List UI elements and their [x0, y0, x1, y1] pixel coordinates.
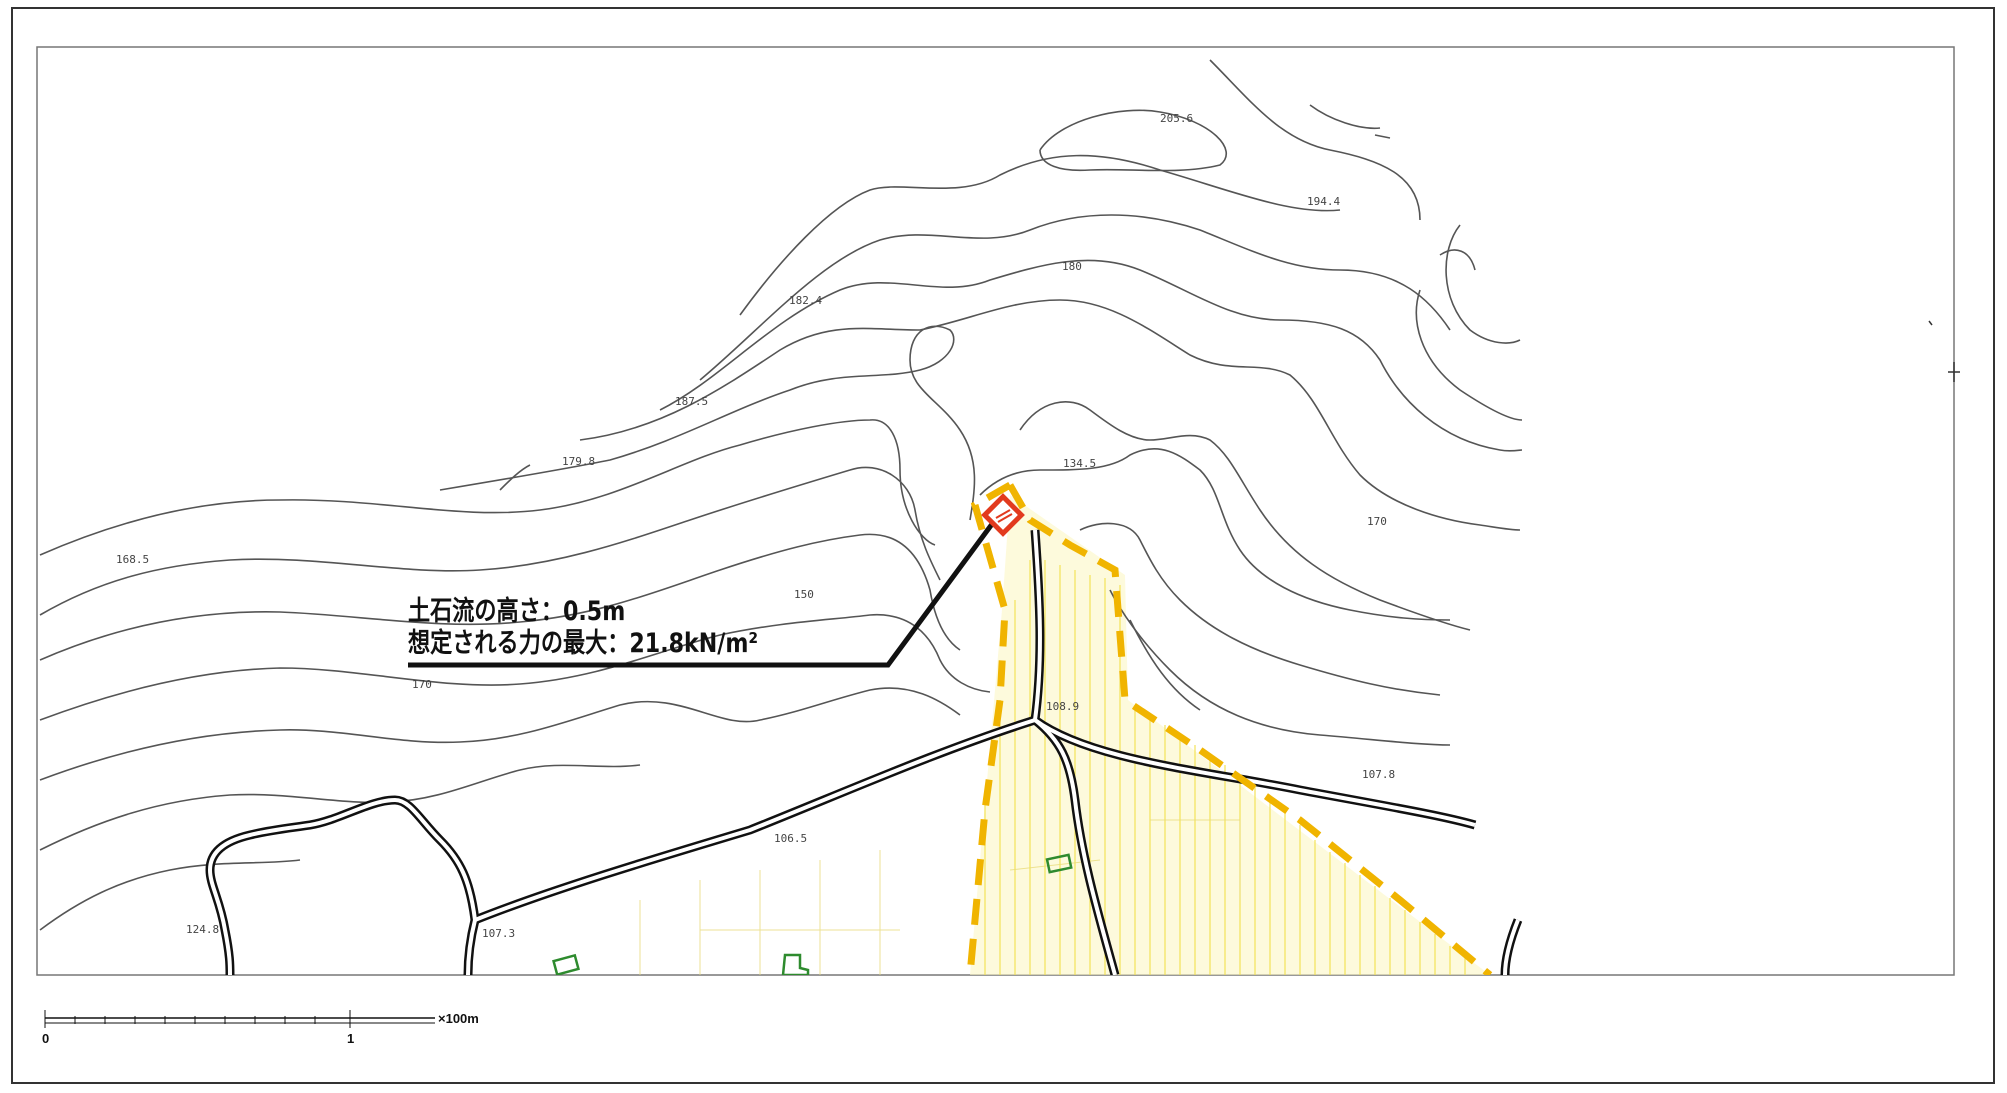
scale-bar: 0 1 ×100m	[42, 1010, 479, 1046]
elevation-label: 205.6	[1160, 112, 1193, 125]
contour-lines	[39, 59, 1523, 931]
building	[781, 953, 810, 975]
building	[552, 953, 580, 975]
scale-bar-start: 0	[42, 1031, 49, 1046]
elevation-label: 150	[794, 588, 814, 601]
elevation-label: 107.3	[482, 927, 515, 940]
elevation-label: 134.5	[1063, 457, 1096, 470]
scale-bar-mid: 1	[347, 1031, 354, 1046]
elevation-label: 194.4	[1307, 195, 1340, 208]
elevation-label: 106.5	[774, 832, 807, 845]
page-border	[11, 7, 1995, 1084]
scale-bar-unit: ×100m	[438, 1011, 479, 1026]
elevation-label: 182.4	[789, 294, 822, 307]
elevation-label: 187.5	[675, 395, 708, 408]
elevation-label: 124.8	[186, 923, 219, 936]
building	[1045, 853, 1073, 874]
debris-flow-annotation: 土石流の高さ：0.5m 想定される力の最大：21.8kN/m²	[408, 596, 758, 660]
debris-flow-height: 土石流の高さ：0.5m	[408, 596, 626, 627]
debris-flow-source-marker	[981, 493, 1025, 537]
max-expected-force: 想定される力の最大：21.8kN/m²	[408, 628, 759, 659]
elevation-label: 168.5	[116, 553, 149, 566]
elevation-label: 180	[1062, 260, 1082, 273]
buildings	[552, 853, 1073, 975]
elevation-label: 170	[1367, 515, 1387, 528]
elevation-label: 170	[412, 678, 432, 691]
elevation-label: 179.8	[562, 455, 595, 468]
elevation-label: 107.8	[1362, 768, 1395, 781]
leader-line	[408, 518, 998, 668]
elevation-label: 108.9	[1046, 700, 1079, 713]
frame-ticks	[1928, 320, 1960, 382]
elevation-labels: 205.6 194.4 180 182.4 187.5 179.8 134.5 …	[116, 112, 1395, 940]
roads	[205, 529, 1523, 975]
hazard-zone-outline	[966, 481, 1493, 975]
